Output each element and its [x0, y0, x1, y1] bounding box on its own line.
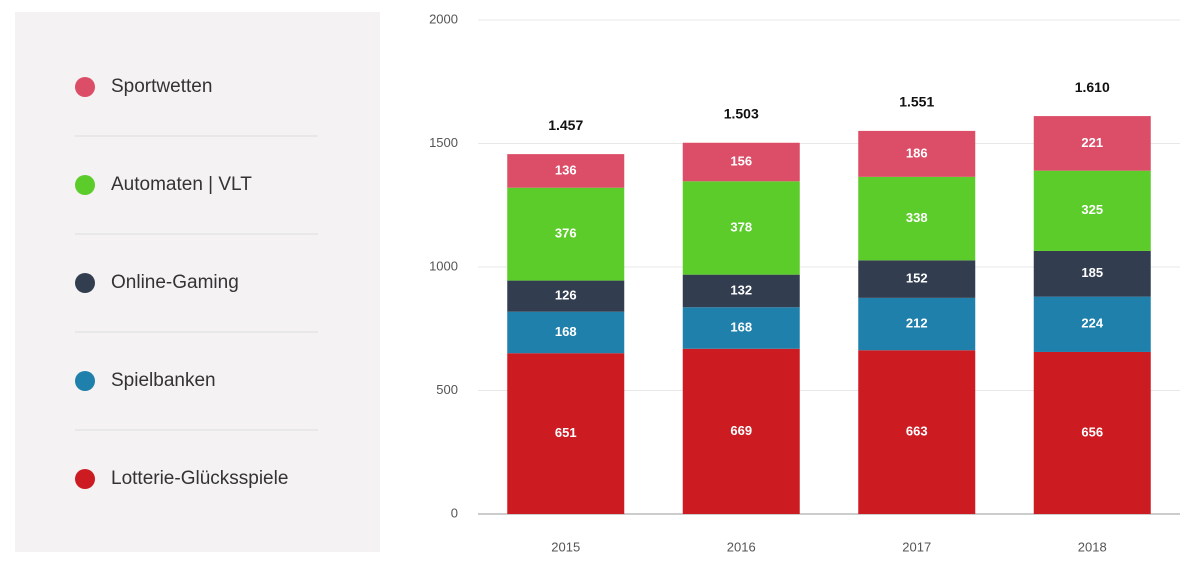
bar-segment [507, 311, 625, 354]
data-label: 663 [906, 424, 928, 439]
bar-segment [682, 348, 800, 514]
data-label: 186 [906, 145, 928, 160]
data-label: 156 [730, 153, 752, 168]
bar-segment [507, 280, 625, 312]
data-label: 325 [1081, 202, 1103, 217]
legend-marker [75, 77, 95, 97]
total-label: 1.551 [899, 94, 934, 110]
y-tick-label: 1500 [429, 135, 458, 150]
data-label: 376 [555, 226, 577, 241]
bar-segment [858, 350, 976, 514]
x-tick-label: 2015 [551, 539, 580, 554]
data-label: 224 [1081, 316, 1103, 331]
data-label: 152 [906, 271, 928, 286]
legend-label: Sportwetten [111, 76, 212, 97]
bar-segment [682, 181, 800, 275]
bar-segment [682, 142, 800, 182]
data-label: 185 [1081, 265, 1103, 280]
bar-segment [507, 187, 625, 281]
bar-segment [1033, 170, 1151, 251]
legend-label: Lotterie-Glücksspiele [111, 468, 288, 489]
data-label: 212 [906, 315, 928, 330]
legend-label: Automaten | VLT [111, 174, 252, 195]
data-label: 656 [1081, 424, 1103, 439]
data-label: 168 [555, 324, 577, 339]
bar-segment [1033, 250, 1151, 297]
x-tick-label: 2018 [1078, 539, 1107, 554]
data-label: 126 [555, 288, 577, 303]
bar-segment [858, 130, 976, 177]
data-label: 221 [1081, 135, 1103, 150]
legend-label: Online-Gaming [111, 272, 239, 293]
bar-segment [858, 176, 976, 261]
y-tick-label: 1000 [429, 258, 458, 273]
x-tick-label: 2017 [902, 539, 931, 554]
bar-segment [1033, 296, 1151, 352]
bar-segment [507, 154, 625, 188]
data-label: 651 [555, 425, 577, 440]
legend-marker [75, 469, 95, 489]
legend-marker [75, 175, 95, 195]
bar-segment [507, 353, 625, 514]
bar-segment [1033, 116, 1151, 171]
data-label: 132 [730, 282, 752, 297]
data-label: 669 [730, 423, 752, 438]
y-tick-label: 500 [436, 382, 458, 397]
total-label: 1.503 [724, 105, 759, 121]
data-label: 136 [555, 162, 577, 177]
y-tick-label: 2000 [429, 11, 458, 26]
bar-segment [1033, 351, 1151, 514]
legend-label: Spielbanken [111, 370, 216, 391]
data-label: 168 [730, 319, 752, 334]
bar-segment [682, 307, 800, 349]
bar-segment [858, 260, 976, 298]
data-label: 378 [730, 219, 752, 234]
x-tick-label: 2016 [727, 539, 756, 554]
total-label: 1.610 [1075, 79, 1110, 95]
legend-marker [75, 371, 95, 391]
data-label: 338 [906, 210, 928, 225]
bar-segment [682, 274, 800, 308]
legend-marker [75, 273, 95, 293]
y-tick-label: 0 [451, 505, 458, 520]
total-label: 1.457 [548, 117, 583, 133]
bar-segment [858, 297, 976, 351]
